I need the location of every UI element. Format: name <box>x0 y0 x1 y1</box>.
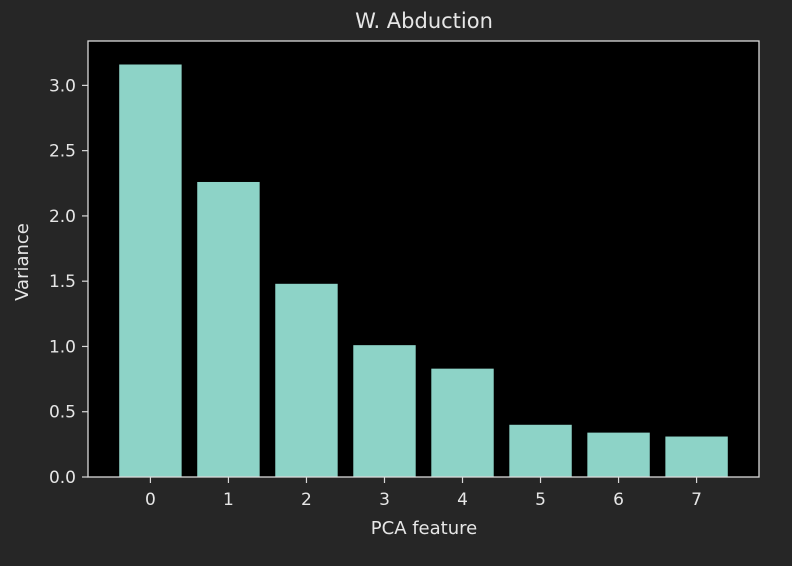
y-axis-label: Variance <box>12 223 33 301</box>
bar-6 <box>587 432 650 477</box>
bar-5 <box>509 424 572 477</box>
ticks-group: 0.0 0.5 1.0 1.5 2.0 2.5 3.0 0 1 2 3 4 5 6 7 <box>49 76 702 510</box>
x-tick-label-3: 3 <box>379 490 390 510</box>
x-tick-label-0: 0 <box>145 490 156 510</box>
plot-area <box>88 41 759 477</box>
x-tick-label-4: 4 <box>457 490 468 510</box>
bar-3 <box>353 345 416 477</box>
chart-title: W. Abduction <box>355 9 493 33</box>
x-axis-label: PCA feature <box>371 518 477 539</box>
x-tick-label-2: 2 <box>301 490 312 510</box>
x-tick-label-1: 1 <box>223 490 234 510</box>
y-tick-label-5: 2.5 <box>49 142 76 162</box>
axes-group <box>87 40 760 478</box>
bars-group <box>119 64 728 478</box>
x-tick-label-6: 6 <box>613 490 624 510</box>
bar-0 <box>119 64 182 477</box>
bar-4 <box>431 368 494 477</box>
y-tick-label-0: 0.0 <box>49 468 76 488</box>
plot-background <box>88 41 759 477</box>
bar-1 <box>197 181 260 478</box>
x-tick-label-5: 5 <box>535 490 546 510</box>
y-tick-label-6: 3.0 <box>49 76 76 96</box>
y-tick-label-1: 0.5 <box>49 403 76 423</box>
bar-2 <box>275 283 338 477</box>
y-tick-label-4: 2.0 <box>49 207 76 227</box>
y-tick-label-3: 1.5 <box>49 272 76 292</box>
y-tick-label-2: 1.0 <box>49 337 76 357</box>
axes-frame <box>87 40 760 478</box>
x-tick-label-7: 7 <box>691 490 702 510</box>
bar-7 <box>665 436 728 477</box>
